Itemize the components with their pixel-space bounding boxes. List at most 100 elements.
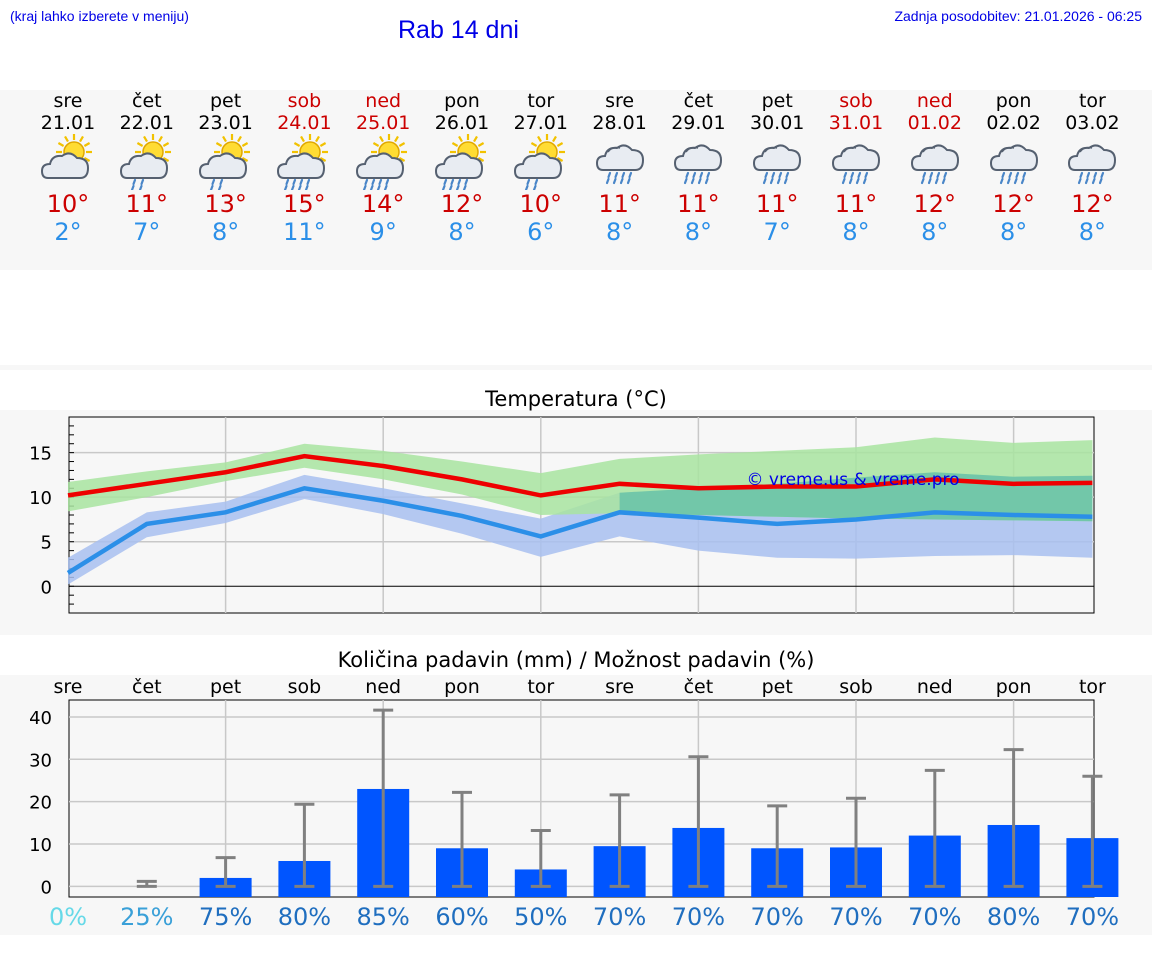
y-tick-label: 10	[29, 835, 52, 856]
temp-min: 8°	[921, 218, 949, 246]
sun-cloud-light-rain-icon	[198, 134, 250, 190]
cloud-rain-icon	[753, 144, 802, 185]
precip-day-label: pet	[761, 676, 793, 698]
day-column: pon 26.01 12° 8°	[422, 90, 502, 246]
day-name: tor	[1078, 90, 1106, 112]
precip-day-label: pon	[995, 676, 1032, 698]
temp-max: 11°	[677, 190, 720, 218]
day-column: tor 27.01 10° 6°	[501, 90, 581, 246]
day-name: sob	[839, 90, 873, 112]
sun-cloud-rain-icon	[277, 134, 329, 190]
temp-max: 12°	[992, 190, 1035, 218]
precip-chance-label: 80%	[277, 903, 332, 931]
precip-chance-label: 75%	[198, 903, 253, 931]
page-title: Rab 14 dni	[398, 16, 519, 44]
day-date: 29.01	[671, 112, 726, 134]
day-name: pet	[761, 90, 793, 112]
temp-min: 9°	[369, 218, 397, 246]
precip-day-label: sob	[287, 676, 322, 698]
y-tick-label: 0	[41, 577, 52, 598]
precip-day-label: pet	[209, 676, 242, 698]
precip-chance-label: 70%	[829, 903, 883, 931]
day-date: 31.01	[828, 112, 884, 134]
day-name: sre	[605, 90, 635, 112]
temp-max: 12°	[913, 190, 957, 218]
day-date: 21.01	[40, 112, 96, 134]
precipitation-chart-title: Količina padavin (mm) / Možnost padavin …	[337, 648, 815, 672]
precip-chance-label: 70%	[592, 903, 647, 931]
day-name: tor	[527, 90, 555, 112]
overlap-band	[619, 472, 1093, 522]
max-temp-line	[67, 453, 1093, 498]
y-tick-label: 30	[29, 750, 52, 771]
day-column: tor 03.02 12° 8°	[1052, 90, 1132, 246]
day-column: čet 29.01 11° 8°	[658, 90, 738, 246]
temp-max: 12°	[440, 190, 484, 218]
sun-cloud-light-rain-icon	[119, 134, 171, 190]
day-date: 03.02	[1065, 112, 1120, 134]
temp-max: 15°	[283, 190, 326, 218]
day-date: 30.01	[749, 112, 805, 134]
temp-min: 8°	[448, 218, 476, 246]
min-temp-line	[66, 485, 1093, 575]
day-name: pon	[444, 90, 480, 112]
sun-cloud-rain-icon	[434, 134, 486, 190]
precip-day-label: tor	[527, 676, 555, 698]
forecast-band	[0, 90, 1152, 270]
temp-min: 8°	[842, 218, 870, 246]
day-date: 02.02	[986, 112, 1041, 134]
temp-min: 8°	[605, 218, 634, 246]
precip-chance-label: 60%	[435, 903, 489, 931]
day-column: pet 30.01 11° 7°	[737, 90, 817, 246]
temp-min: 8°	[1078, 218, 1107, 246]
partly-sunny-cloud-icon	[40, 134, 92, 179]
sun-cloud-light-rain-icon	[513, 134, 565, 190]
precip-chance-label: 50%	[514, 903, 568, 931]
temperature-chart: 0 5 10 15 © vreme.us & vreme.pro	[29, 416, 1095, 614]
divider	[0, 365, 1152, 370]
precip-day-label: pon	[444, 676, 480, 698]
precip-chance-label: 25%	[120, 903, 174, 931]
day-date: 27.01	[513, 112, 568, 134]
temp-min: 7°	[763, 218, 791, 246]
day-column: ned 25.01 14° 9°	[343, 90, 423, 246]
day-name: ned	[365, 90, 402, 112]
day-column: sob 24.01 15° 11°	[264, 90, 344, 246]
day-column: sre 21.01 10° 2°	[28, 90, 108, 246]
precip-chance-label: 85%	[356, 903, 410, 931]
temp-max: 14°	[361, 190, 405, 218]
temp-min: 8°	[684, 218, 713, 246]
precip-chance-label: 80%	[986, 903, 1041, 931]
day-column: sre 28.01 11° 8°	[580, 90, 660, 246]
precip-day-label: sre	[53, 676, 83, 698]
day-date: 01.02	[907, 112, 962, 134]
precip-day-label: ned	[365, 676, 402, 698]
day-name: sob	[287, 90, 322, 112]
day-column: pon 02.02 12° 8°	[974, 90, 1054, 246]
day-name: pon	[995, 90, 1032, 112]
temp-max: 13°	[204, 190, 247, 218]
y-tick-label: 20	[29, 793, 52, 814]
location-hint: (kraj lahko izberete v meniju)	[10, 8, 189, 24]
precip-day-label: čet	[683, 676, 714, 698]
y-tick-label: 40	[29, 708, 52, 729]
temp-max: 11°	[125, 190, 169, 218]
temp-max: 10°	[46, 190, 90, 218]
y-tick-label: 10	[29, 488, 52, 509]
day-date: 22.01	[119, 112, 174, 134]
day-name: čet	[683, 90, 714, 112]
temp-max: 11°	[755, 190, 799, 218]
day-name: čet	[132, 90, 162, 112]
cloud-rain-icon	[989, 144, 1038, 185]
temp-min: 8°	[211, 218, 240, 246]
precip-chance-label: 70%	[750, 903, 804, 931]
temp-max: 11°	[834, 190, 878, 218]
day-date: 23.01	[198, 112, 253, 134]
precip-day-label: sob	[839, 676, 873, 698]
temp-min: 8°	[999, 218, 1028, 246]
precip-chance-label: 70%	[1065, 903, 1120, 931]
temp-max: 12°	[1071, 190, 1114, 218]
temp-min: 2°	[54, 218, 82, 246]
cloud-rain-icon	[1068, 144, 1117, 185]
day-name: ned	[916, 90, 953, 112]
